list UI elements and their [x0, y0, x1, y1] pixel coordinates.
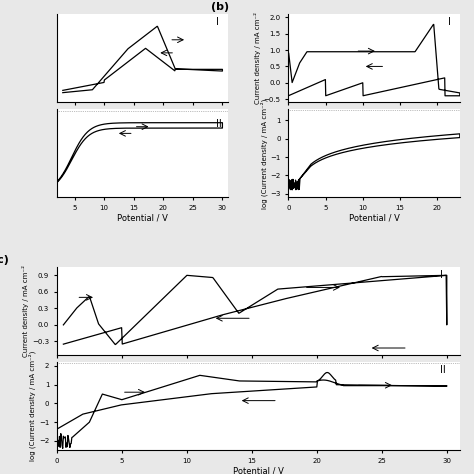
Text: I: I	[216, 17, 219, 27]
Y-axis label: Current density / mA cm⁻²: Current density / mA cm⁻²	[254, 12, 261, 104]
X-axis label: Potential / V: Potential / V	[348, 214, 400, 223]
Text: I: I	[439, 270, 443, 280]
Text: II: II	[439, 365, 446, 375]
Text: I: I	[448, 17, 451, 27]
X-axis label: Potential / V: Potential / V	[233, 467, 284, 474]
Text: II: II	[216, 119, 222, 129]
Y-axis label: Current density / mA cm⁻²: Current density / mA cm⁻²	[22, 265, 29, 357]
Y-axis label: log (Current density / mA cm⁻²): log (Current density / mA cm⁻²)	[260, 98, 267, 209]
Text: (b): (b)	[211, 2, 229, 12]
Y-axis label: log (Current density / mA cm⁻²): log (Current density / mA cm⁻²)	[28, 351, 36, 462]
X-axis label: Potential / V: Potential / V	[117, 214, 168, 223]
Text: (c): (c)	[0, 255, 9, 264]
